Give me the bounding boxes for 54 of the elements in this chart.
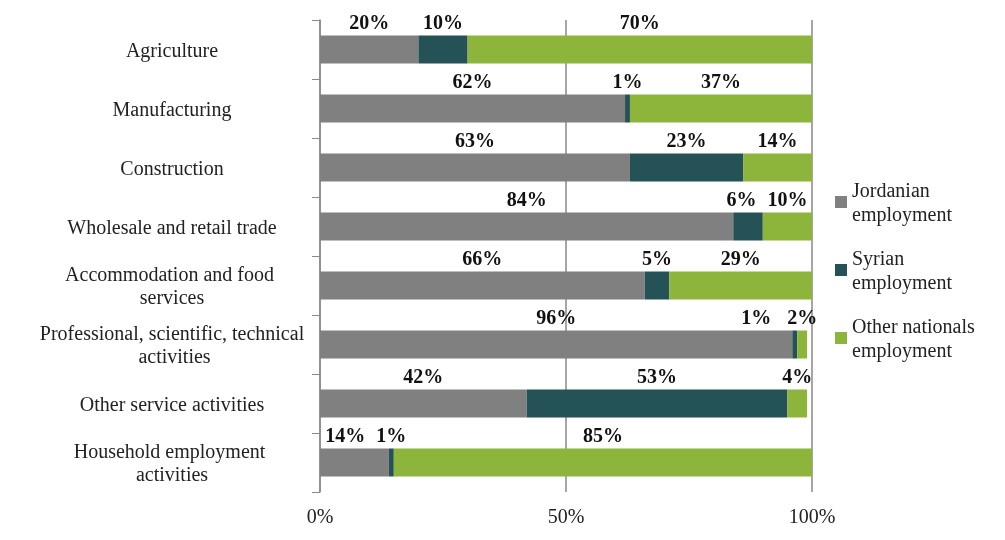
data-label: 37% (700, 69, 741, 92)
bar (526, 389, 788, 418)
data-label: 5% (642, 246, 673, 269)
data-label: 10% (767, 187, 808, 210)
bar (629, 153, 744, 182)
data-label: 14% (325, 423, 366, 446)
data-label: 29% (720, 246, 761, 269)
y-tick-label: Construction (120, 156, 224, 179)
y-tick-label: Manufacturing (112, 97, 232, 121)
bar (629, 94, 812, 123)
data-label: 4% (782, 364, 813, 387)
data-label: 1% (741, 305, 772, 328)
data-label: 1% (376, 423, 407, 446)
y-tick-label: Other service activities (79, 392, 265, 415)
data-label: 1% (612, 69, 643, 92)
data-label: 96% (536, 305, 577, 328)
legend-label: Other nationals employment (852, 315, 980, 362)
bar (787, 389, 808, 418)
bar (743, 153, 812, 182)
data-label: 14% (757, 128, 798, 151)
y-tick-label: Accommodation and food services (65, 263, 279, 308)
bar (762, 212, 812, 241)
data-label: 23% (666, 128, 707, 151)
bar (733, 212, 763, 241)
bar (467, 35, 812, 64)
bar (644, 271, 670, 300)
y-tick-label: Professional, scientific, technical activities (39, 322, 305, 367)
bar (393, 448, 812, 477)
x-tick-label: 50% (547, 505, 585, 527)
data-label: 63% (454, 128, 495, 151)
bar (625, 94, 630, 123)
data-label: 10% (423, 10, 463, 33)
bar (669, 271, 812, 300)
bar (792, 330, 798, 359)
y-tick-label: Wholesale and retail trade (67, 215, 277, 238)
legend-label: Jordanian employment (852, 179, 953, 226)
data-label: 20% (349, 10, 390, 33)
data-label: 2% (787, 305, 818, 328)
data-label: 6% (726, 187, 757, 210)
data-label: 53% (637, 364, 678, 387)
y-tick-label: Agriculture (125, 38, 219, 62)
data-label: 42% (403, 364, 444, 387)
bar (418, 35, 468, 64)
x-tick-label: 0% (306, 505, 334, 527)
bar (797, 330, 808, 359)
data-label: 85% (582, 423, 623, 446)
data-label: 66% (462, 246, 503, 269)
x-tick-label: 100% (788, 505, 836, 527)
legend-label: Syrian employment (852, 247, 953, 294)
bar (388, 448, 394, 477)
y-tick-label: Household employment activities (73, 440, 271, 485)
data-label: 70% (619, 10, 660, 33)
data-label: 62% (452, 69, 493, 92)
data-label: 84% (506, 187, 547, 210)
